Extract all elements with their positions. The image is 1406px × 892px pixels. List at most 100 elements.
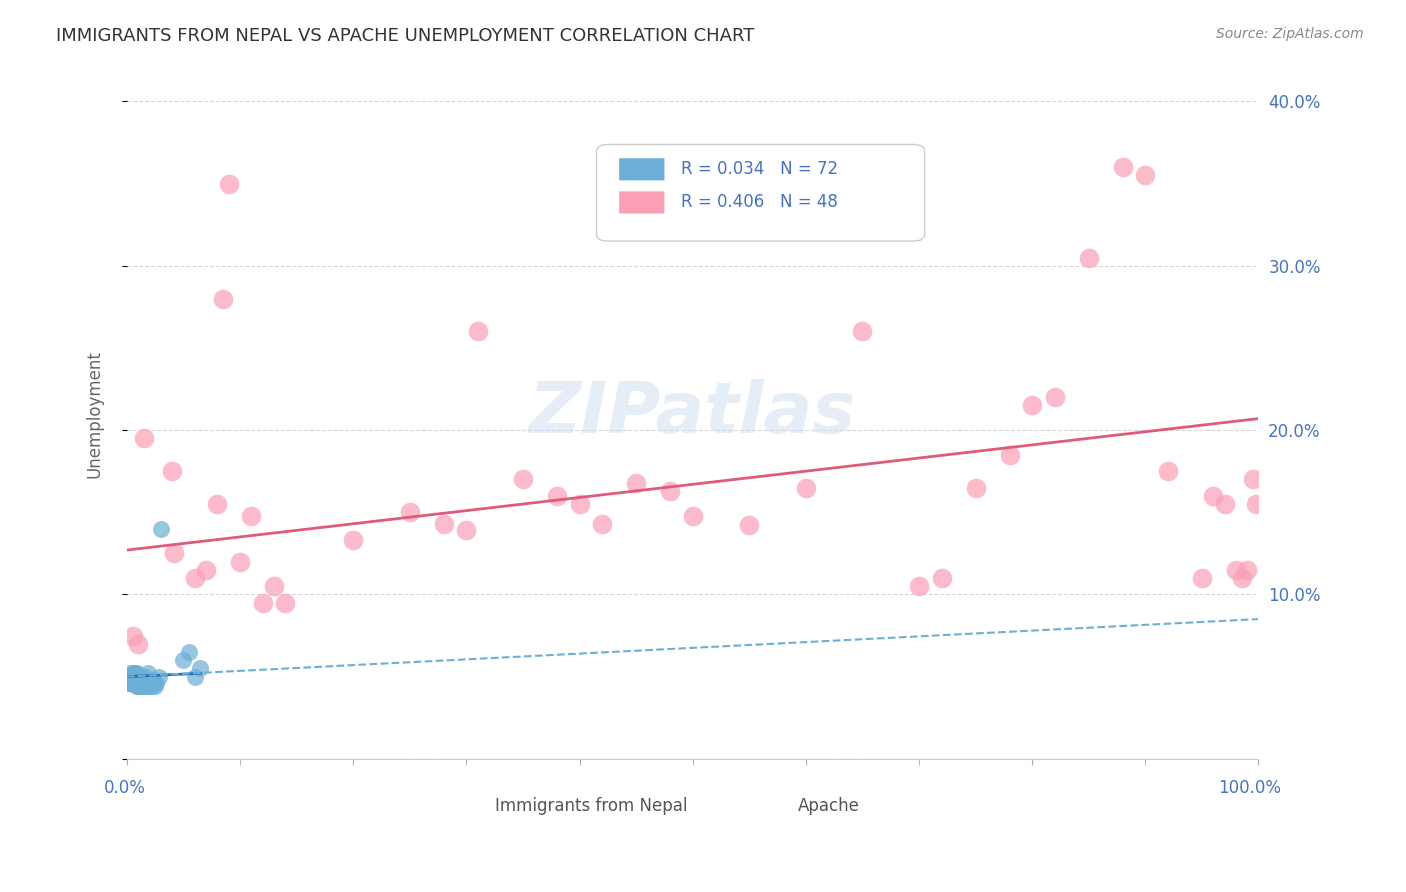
Point bbox=[1157, 464, 1180, 478]
Point bbox=[118, 676, 141, 690]
Point bbox=[229, 555, 252, 569]
Point bbox=[127, 670, 149, 684]
Point bbox=[127, 676, 149, 690]
Y-axis label: Unemployment: Unemployment bbox=[86, 350, 103, 477]
Point bbox=[120, 666, 142, 681]
Text: ZIPatlas: ZIPatlas bbox=[529, 379, 856, 448]
Point bbox=[127, 666, 149, 681]
Point bbox=[142, 676, 165, 690]
Point bbox=[131, 680, 153, 694]
Point bbox=[132, 680, 155, 694]
Point bbox=[398, 505, 420, 519]
Point bbox=[263, 579, 285, 593]
Point bbox=[190, 661, 212, 675]
FancyBboxPatch shape bbox=[778, 787, 806, 804]
Point bbox=[1241, 472, 1264, 486]
Point bbox=[139, 676, 162, 690]
Point bbox=[1225, 563, 1247, 577]
Point bbox=[127, 673, 149, 687]
Point bbox=[141, 680, 163, 694]
Point bbox=[127, 680, 149, 694]
Text: R = 0.406   N = 48: R = 0.406 N = 48 bbox=[682, 194, 838, 211]
Point bbox=[122, 676, 145, 690]
Point bbox=[682, 508, 704, 523]
Point bbox=[851, 325, 873, 339]
Point bbox=[124, 673, 146, 687]
Point bbox=[125, 670, 148, 684]
Point bbox=[134, 676, 156, 690]
Point bbox=[121, 666, 143, 681]
Point bbox=[218, 177, 240, 191]
Text: IMMIGRANTS FROM NEPAL VS APACHE UNEMPLOYMENT CORRELATION CHART: IMMIGRANTS FROM NEPAL VS APACHE UNEMPLOY… bbox=[56, 27, 755, 45]
Point bbox=[240, 508, 263, 523]
Point bbox=[120, 676, 142, 690]
Point bbox=[1135, 169, 1157, 183]
Point bbox=[342, 533, 364, 548]
Point bbox=[138, 680, 160, 694]
Point bbox=[1191, 571, 1213, 585]
Point bbox=[124, 666, 146, 681]
Point bbox=[127, 673, 149, 687]
Point bbox=[117, 673, 139, 687]
Point bbox=[121, 670, 143, 684]
Point bbox=[138, 666, 160, 681]
Point bbox=[135, 680, 157, 694]
Text: Apache: Apache bbox=[797, 797, 859, 814]
Point bbox=[148, 670, 170, 684]
Point bbox=[129, 680, 152, 694]
Point bbox=[122, 673, 145, 687]
Point bbox=[1111, 160, 1133, 174]
Point bbox=[512, 472, 534, 486]
Point bbox=[141, 673, 163, 687]
Point bbox=[125, 676, 148, 690]
Point bbox=[132, 676, 155, 690]
Point bbox=[931, 571, 953, 585]
Point bbox=[120, 673, 142, 687]
Point bbox=[124, 676, 146, 690]
Point bbox=[143, 680, 166, 694]
FancyBboxPatch shape bbox=[596, 145, 925, 241]
Point bbox=[184, 670, 207, 684]
Point bbox=[124, 676, 146, 690]
Point bbox=[134, 670, 156, 684]
Text: 0.0%: 0.0% bbox=[104, 780, 146, 797]
Point bbox=[128, 680, 150, 694]
FancyBboxPatch shape bbox=[619, 158, 665, 180]
Point bbox=[132, 431, 155, 445]
Point bbox=[122, 670, 145, 684]
Point bbox=[467, 325, 489, 339]
Point bbox=[127, 673, 149, 687]
Point bbox=[184, 571, 207, 585]
Point bbox=[1213, 497, 1236, 511]
Point bbox=[118, 670, 141, 684]
Point bbox=[145, 676, 167, 690]
Point bbox=[127, 670, 149, 684]
Point bbox=[132, 680, 155, 694]
Point bbox=[163, 546, 186, 560]
Point bbox=[127, 676, 149, 690]
FancyBboxPatch shape bbox=[529, 787, 557, 804]
Point bbox=[1244, 497, 1267, 511]
FancyBboxPatch shape bbox=[619, 192, 665, 213]
Point bbox=[738, 518, 761, 533]
Point bbox=[568, 497, 591, 511]
Point bbox=[456, 524, 478, 538]
Point bbox=[207, 497, 229, 511]
Point bbox=[433, 516, 456, 531]
Point bbox=[173, 653, 195, 667]
Point bbox=[195, 563, 218, 577]
Point bbox=[1021, 399, 1043, 413]
Point bbox=[1230, 571, 1253, 585]
Point bbox=[122, 670, 145, 684]
Point bbox=[659, 483, 682, 498]
Point bbox=[129, 676, 152, 690]
Point bbox=[122, 666, 145, 681]
Point bbox=[125, 670, 148, 684]
Point bbox=[128, 676, 150, 690]
Point bbox=[124, 670, 146, 684]
Point bbox=[149, 522, 172, 536]
Point bbox=[138, 676, 160, 690]
Point bbox=[120, 673, 142, 687]
Point bbox=[591, 516, 613, 531]
Point bbox=[129, 676, 152, 690]
